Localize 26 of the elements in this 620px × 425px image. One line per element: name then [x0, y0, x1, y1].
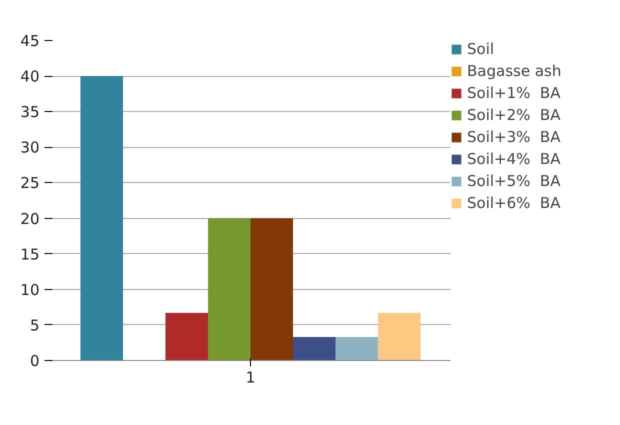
bar [293, 337, 336, 360]
y-tick-label: 40 [20, 68, 40, 86]
legend-label: Soil+5% BA [467, 172, 560, 190]
legend-label: Bagasse ash [467, 62, 562, 80]
legend-label: Soil+6% BA [467, 194, 560, 212]
y-tick-label: 20 [20, 210, 40, 228]
bar [166, 312, 208, 360]
legend-label: Soil [467, 40, 494, 58]
y-tick-label: 35 [20, 103, 40, 122]
legend-label: Soil+2% BA [467, 106, 560, 124]
legend-label: Soil+1% BA [467, 84, 560, 102]
bar [250, 218, 293, 360]
y-tick-label: 15 [20, 245, 40, 264]
bar [378, 312, 420, 360]
y-tick-label: 10 [20, 280, 40, 299]
bar [80, 76, 123, 360]
legend-label: Soil+3% BA [467, 128, 560, 146]
bar [336, 337, 378, 360]
y-tick-label: 30 [20, 138, 40, 157]
y-tick-label: 25 [20, 174, 40, 192]
legend-label: Soil+4% BA [467, 150, 560, 168]
x-tick-label: 1 [246, 368, 256, 386]
bar [208, 218, 250, 360]
y-tick-label: 5 [30, 316, 40, 334]
y-tick-label: 45 [20, 32, 40, 50]
y-tick-label: 0 [30, 352, 40, 370]
